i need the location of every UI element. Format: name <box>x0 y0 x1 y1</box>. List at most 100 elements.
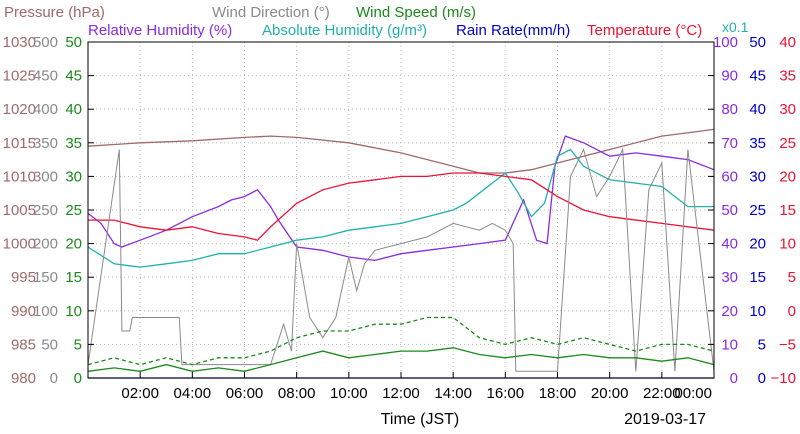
axis-tick-wind-speed: 45 <box>65 68 82 85</box>
left-axes: 1030102510201015101010051000995990985980… <box>3 34 94 387</box>
axis-tick-temperature: −5 <box>779 336 796 353</box>
legend-item-4: Absolute Humidity (g/m³) <box>262 22 427 39</box>
date-label: 2019-03-17 <box>624 411 706 428</box>
axis-tick-pressure: 995 <box>11 269 36 286</box>
axis-tick-rain: 30 <box>749 168 766 185</box>
x-tick-label: 14:00 <box>434 385 472 402</box>
legend-item-0: Pressure (hPa) <box>4 4 105 21</box>
axis-tick-rain: 35 <box>749 135 766 152</box>
series-line-2 <box>87 148 714 268</box>
legend-item-3: Relative Humidity (%) <box>88 22 232 39</box>
x-tick-label: 18:00 <box>539 385 577 402</box>
series-line-5 <box>87 347 715 372</box>
axis-tick-temperature: 30 <box>779 101 796 118</box>
x-tick-label: 08:00 <box>278 385 316 402</box>
axis-tick-wind-speed: 10 <box>65 303 82 320</box>
axis-tick-temperature: 15 <box>779 202 796 219</box>
x-tick-label: 20:00 <box>591 385 629 402</box>
axis-tick-rain: 10 <box>749 303 766 320</box>
axis-tick-wind-direction: 150 <box>33 269 58 286</box>
x-tick-label: 00:00 <box>674 385 712 402</box>
legend-item-5: Rain Rate(mm/h) <box>456 22 570 39</box>
right-axes: 1009080706050403020100504540353025201510… <box>708 34 796 387</box>
axis-tick-humidity: 70 <box>721 135 738 152</box>
axis-tick-pressure: 990 <box>11 303 36 320</box>
axis-tick-wind-speed: 35 <box>65 135 82 152</box>
x-tick-label: 04:00 <box>174 385 212 402</box>
series-line-4 <box>87 147 715 372</box>
axis-tick-wind-direction: 500 <box>33 34 58 51</box>
axis-tick-wind-direction: 450 <box>33 68 58 85</box>
axis-tick-rain: 5 <box>758 336 766 353</box>
axis-tick-rain: 50 <box>749 34 766 51</box>
axis-tick-rain: 20 <box>749 236 766 253</box>
axis-tick-temperature: 25 <box>779 135 796 152</box>
series-line-0 <box>87 128 715 174</box>
axis-tick-temperature: −10 <box>771 370 796 387</box>
axis-tick-humidity: 40 <box>721 236 738 253</box>
axis-tick-pressure: 1000 <box>3 236 36 253</box>
axis-tick-humidity: 100 <box>713 34 738 51</box>
legend-item-1: Wind Direction (°) <box>212 4 330 21</box>
x-tick-label: 06:00 <box>226 385 264 402</box>
axis-tick-wind-speed: 25 <box>65 202 82 219</box>
axis-tick-humidity: 10 <box>721 336 738 353</box>
axis-tick-wind-speed: 20 <box>65 236 82 253</box>
axis-tick-temperature: 20 <box>779 168 796 185</box>
x-tick-label: 02:00 <box>121 385 159 402</box>
multiplier-note: x0.1 <box>722 19 749 35</box>
grid <box>88 42 714 378</box>
axis-tick-wind-direction: 400 <box>33 101 58 118</box>
axis-tick-wind-speed: 50 <box>65 34 82 51</box>
axis-tick-rain: 45 <box>749 68 766 85</box>
axis-tick-humidity: 20 <box>721 303 738 320</box>
axis-tick-humidity: 80 <box>721 101 738 118</box>
axis-tick-wind-speed: 5 <box>74 336 82 353</box>
axis-tick-wind-direction: 250 <box>33 202 58 219</box>
axis-tick-temperature: 40 <box>779 34 796 51</box>
legend-item-2: Wind Speed (m/s) <box>356 4 476 21</box>
axis-tick-pressure: 1015 <box>3 135 36 152</box>
x-axis: 02:00 04:00 06:00 08:00 10:00 12:00 14:00 16:00… <box>121 372 715 402</box>
axis-tick-wind-speed: 0 <box>74 370 82 387</box>
axis-tick-wind-direction: 200 <box>33 236 58 253</box>
axis-tick-pressure: 985 <box>11 336 36 353</box>
axis-tick-humidity: 0 <box>730 370 738 387</box>
axis-tick-humidity: 50 <box>721 202 738 219</box>
axis-tick-pressure: 1020 <box>3 101 36 118</box>
axis-tick-rain: 0 <box>758 370 766 387</box>
legend: Pressure (hPa) Wind Direction (°) Wind Spe… <box>4 4 702 39</box>
axis-tick-pressure: 980 <box>11 370 36 387</box>
x-axis-title: Time (JST) <box>381 411 460 428</box>
axis-tick-wind-direction: 0 <box>50 370 58 387</box>
axis-tick-temperature: 0 <box>788 303 796 320</box>
x-tick-label: 22:00 <box>643 385 681 402</box>
axis-tick-temperature: 5 <box>788 269 796 286</box>
x-tick-label: 12:00 <box>382 385 420 402</box>
axis-tick-wind-direction: 50 <box>41 336 58 353</box>
series-line-6 <box>87 316 715 366</box>
axis-tick-humidity: 60 <box>721 168 738 185</box>
series-line-1 <box>87 135 715 262</box>
axis-tick-rain: 15 <box>749 269 766 286</box>
axis-tick-rain: 40 <box>749 101 766 118</box>
axis-tick-temperature: 35 <box>779 68 796 85</box>
axis-tick-wind-speed: 40 <box>65 101 82 118</box>
axis-tick-pressure: 1010 <box>3 168 36 185</box>
axis-tick-wind-speed: 15 <box>65 269 82 286</box>
series-line-3 <box>88 172 715 241</box>
axis-tick-wind-direction: 350 <box>33 135 58 152</box>
axis-tick-humidity: 90 <box>721 68 738 85</box>
x-tick-label: 10:00 <box>330 385 368 402</box>
x-tick-label: 16:00 <box>487 385 525 402</box>
axis-tick-pressure: 1005 <box>3 202 36 219</box>
axis-tick-pressure: 1030 <box>3 34 36 51</box>
axis-tick-pressure: 1025 <box>3 68 36 85</box>
axis-tick-wind-direction: 300 <box>33 168 58 185</box>
axis-tick-rain: 25 <box>749 202 766 219</box>
axis-tick-temperature: 10 <box>779 236 796 253</box>
legend-item-6: Temperature (°C) <box>587 22 702 39</box>
axis-tick-wind-direction: 100 <box>33 303 58 320</box>
axis-tick-wind-speed: 30 <box>65 168 82 185</box>
